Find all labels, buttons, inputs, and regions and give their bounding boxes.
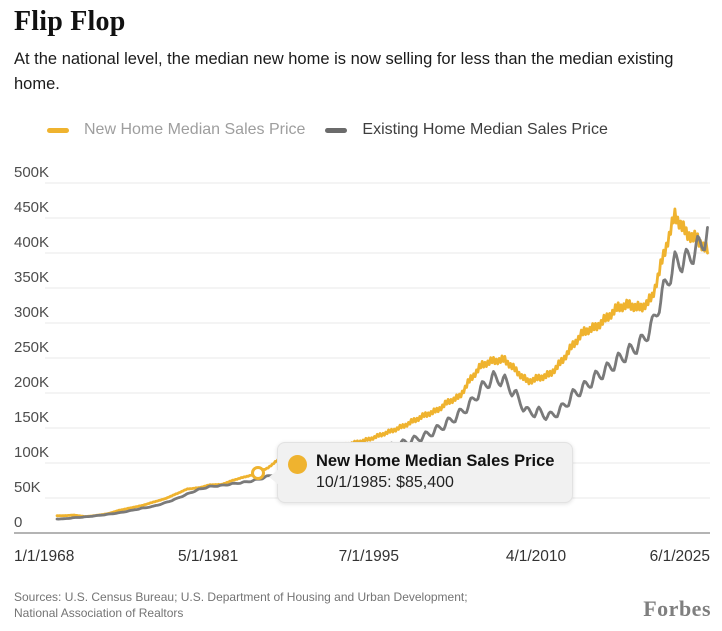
y-tick-label: 100K	[14, 444, 49, 461]
legend-label-new-home: New Home Median Sales Price	[84, 121, 306, 138]
y-tick-label: 50K	[14, 479, 41, 496]
y-tick-label: 450K	[14, 199, 49, 216]
y-tick-label: 300K	[14, 304, 49, 321]
forbes-logo: Forbes	[643, 596, 711, 621]
legend-item-new-home[interactable]: New Home Median Sales Price	[47, 121, 305, 139]
hover-point-marker	[251, 466, 266, 481]
chart-legend: New Home Median Sales Price Existing Hom…	[47, 121, 608, 139]
y-tick-label: 400K	[14, 234, 49, 251]
tooltip-series-name: New Home Median Sales Price	[316, 452, 555, 470]
y-tick-label: 0	[14, 514, 22, 531]
y-tick-label: 250K	[14, 339, 49, 356]
source-attribution: Sources: U.S. Census Bureau; U.S. Depart…	[14, 589, 468, 621]
x-tick-label: 4/1/2010	[506, 548, 567, 565]
tooltip: New Home Median Sales Price 10/1/1985: $…	[269, 442, 573, 503]
x-tick-label: 7/1/1995	[339, 548, 399, 565]
page-title: Flip Flop	[14, 6, 126, 37]
source-line-1: Sources: U.S. Census Bureau; U.S. Depart…	[14, 590, 468, 604]
y-tick-label: 350K	[14, 269, 49, 286]
y-tick-label: 150K	[14, 409, 49, 426]
x-tick-label: 5/1/1981	[178, 548, 238, 565]
x-tick-label: 6/1/2025	[650, 548, 710, 565]
x-tick-label: 1/1/1968	[14, 548, 74, 565]
y-tick-label: 200K	[14, 374, 49, 391]
tooltip-date-value: 10/1/1985: $85,400	[316, 474, 454, 491]
source-line-2: National Association of Realtors	[14, 606, 184, 620]
existing-home-legend-dash-icon	[325, 127, 348, 133]
legend-label-existing-home: Existing Home Median Sales Price	[362, 121, 608, 138]
chart-subtitle: At the national level, the median new ho…	[14, 50, 674, 93]
new-home-line[interactable]	[55, 207, 709, 518]
new-home-legend-dash-icon	[47, 127, 69, 133]
legend-item-existing-home[interactable]: Existing Home Median Sales Price	[325, 121, 608, 139]
tooltip-series-dot-icon	[288, 455, 307, 474]
y-tick-label: 500K	[14, 164, 49, 181]
